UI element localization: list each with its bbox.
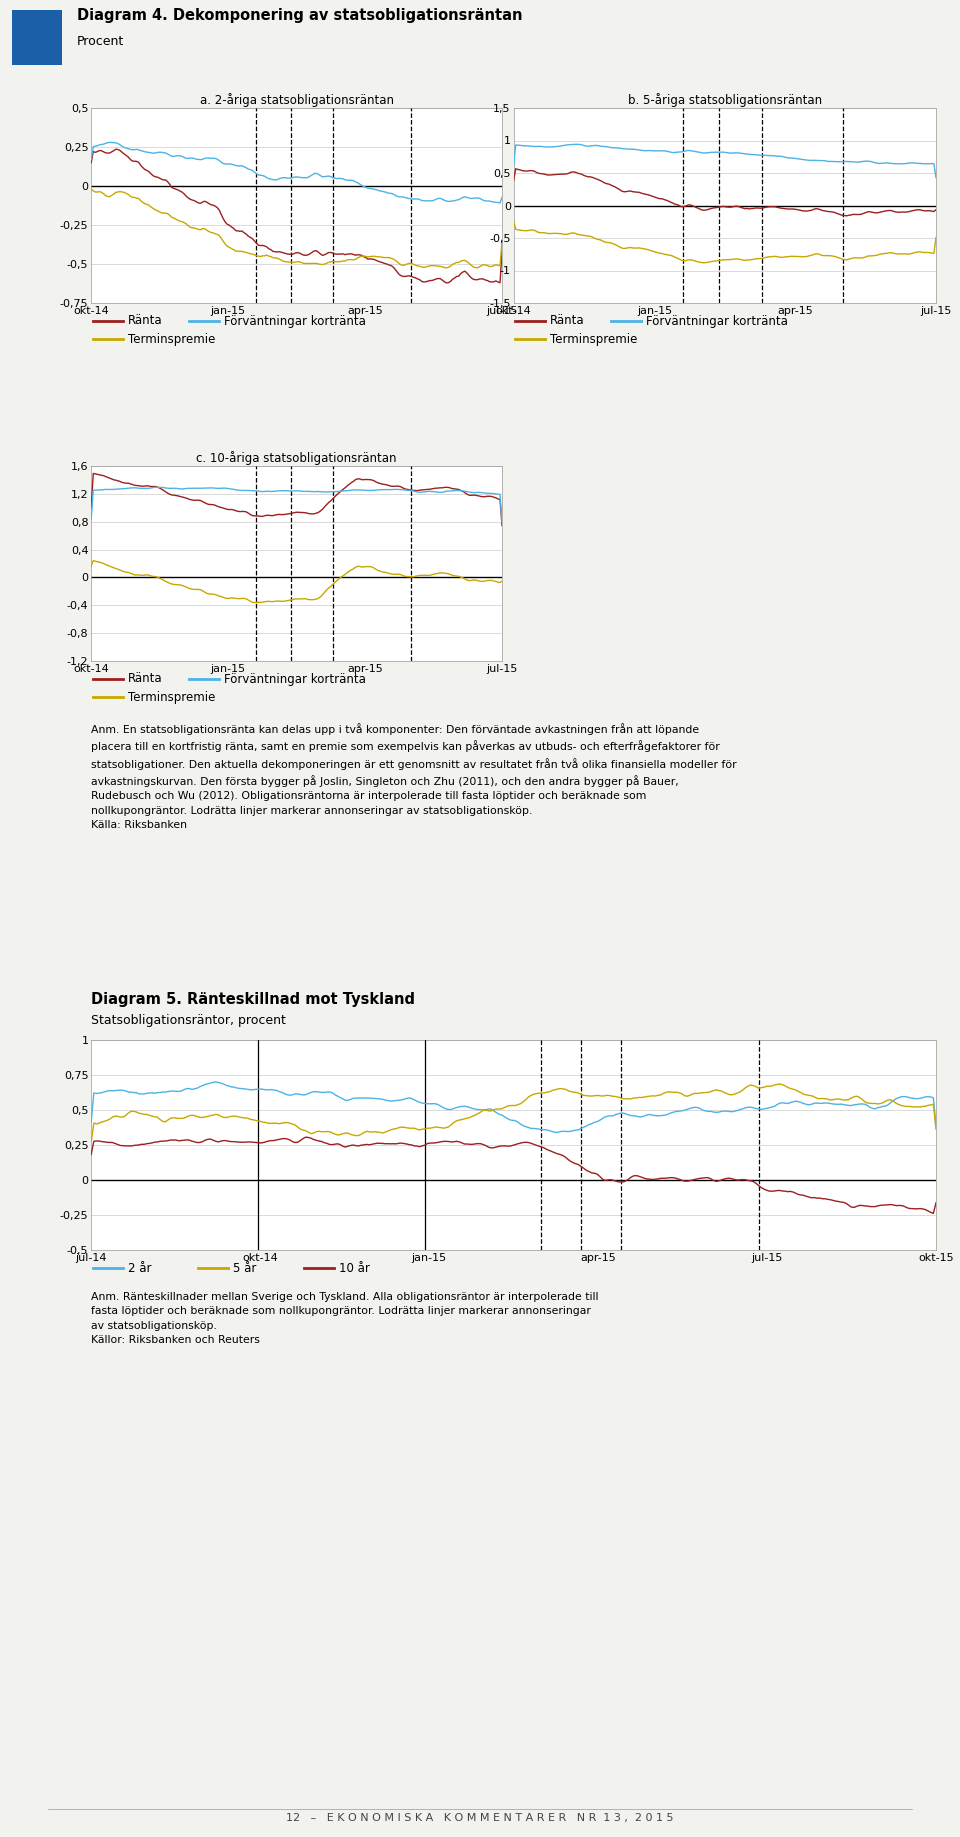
Text: Anm. En statsobligationsränta kan delas upp i två komponenter: Den förväntade av: Anm. En statsobligationsränta kan delas … bbox=[91, 724, 737, 830]
Text: Ränta: Ränta bbox=[550, 314, 585, 327]
Text: Ränta: Ränta bbox=[128, 672, 162, 685]
Text: Förväntningar kortränta: Förväntningar kortränta bbox=[224, 672, 366, 685]
Text: Förväntningar kortränta: Förväntningar kortränta bbox=[646, 314, 788, 327]
Title: a. 2-åriga statsobligationsräntan: a. 2-åriga statsobligationsräntan bbox=[200, 94, 394, 107]
Text: Ränta: Ränta bbox=[128, 314, 162, 327]
Text: Terminspremie: Terminspremie bbox=[128, 691, 215, 704]
Text: Förväntningar kortränta: Förväntningar kortränta bbox=[224, 314, 366, 327]
Text: Terminspremie: Terminspremie bbox=[128, 332, 215, 345]
Title: b. 5-åriga statsobligationsräntan: b. 5-åriga statsobligationsräntan bbox=[628, 94, 822, 107]
Text: 2 år: 2 år bbox=[128, 1262, 151, 1275]
Title: c. 10-åriga statsobligationsräntan: c. 10-åriga statsobligationsräntan bbox=[197, 450, 396, 465]
Text: Diagram 5. Ränteskillnad mot Tyskland: Diagram 5. Ränteskillnad mot Tyskland bbox=[91, 992, 415, 1007]
Text: 5 år: 5 år bbox=[233, 1262, 256, 1275]
Text: Diagram 4. Dekomponering av statsobligationsräntan: Diagram 4. Dekomponering av statsobligat… bbox=[77, 7, 522, 24]
Text: Procent: Procent bbox=[77, 35, 124, 48]
Text: 10 år: 10 år bbox=[339, 1262, 370, 1275]
Text: Statsobligationsräntor, procent: Statsobligationsräntor, procent bbox=[91, 1014, 286, 1027]
Text: Anm. Ränteskillnader mellan Sverige och Tyskland. Alla obligationsräntor är inte: Anm. Ränteskillnader mellan Sverige och … bbox=[91, 1291, 599, 1345]
Text: Terminspremie: Terminspremie bbox=[550, 332, 637, 345]
Text: 12   –   E K O N O M I S K A   K O M M E N T A R E R   N R  1 3 ,  2 0 1 5: 12 – E K O N O M I S K A K O M M E N T A… bbox=[286, 1813, 674, 1822]
